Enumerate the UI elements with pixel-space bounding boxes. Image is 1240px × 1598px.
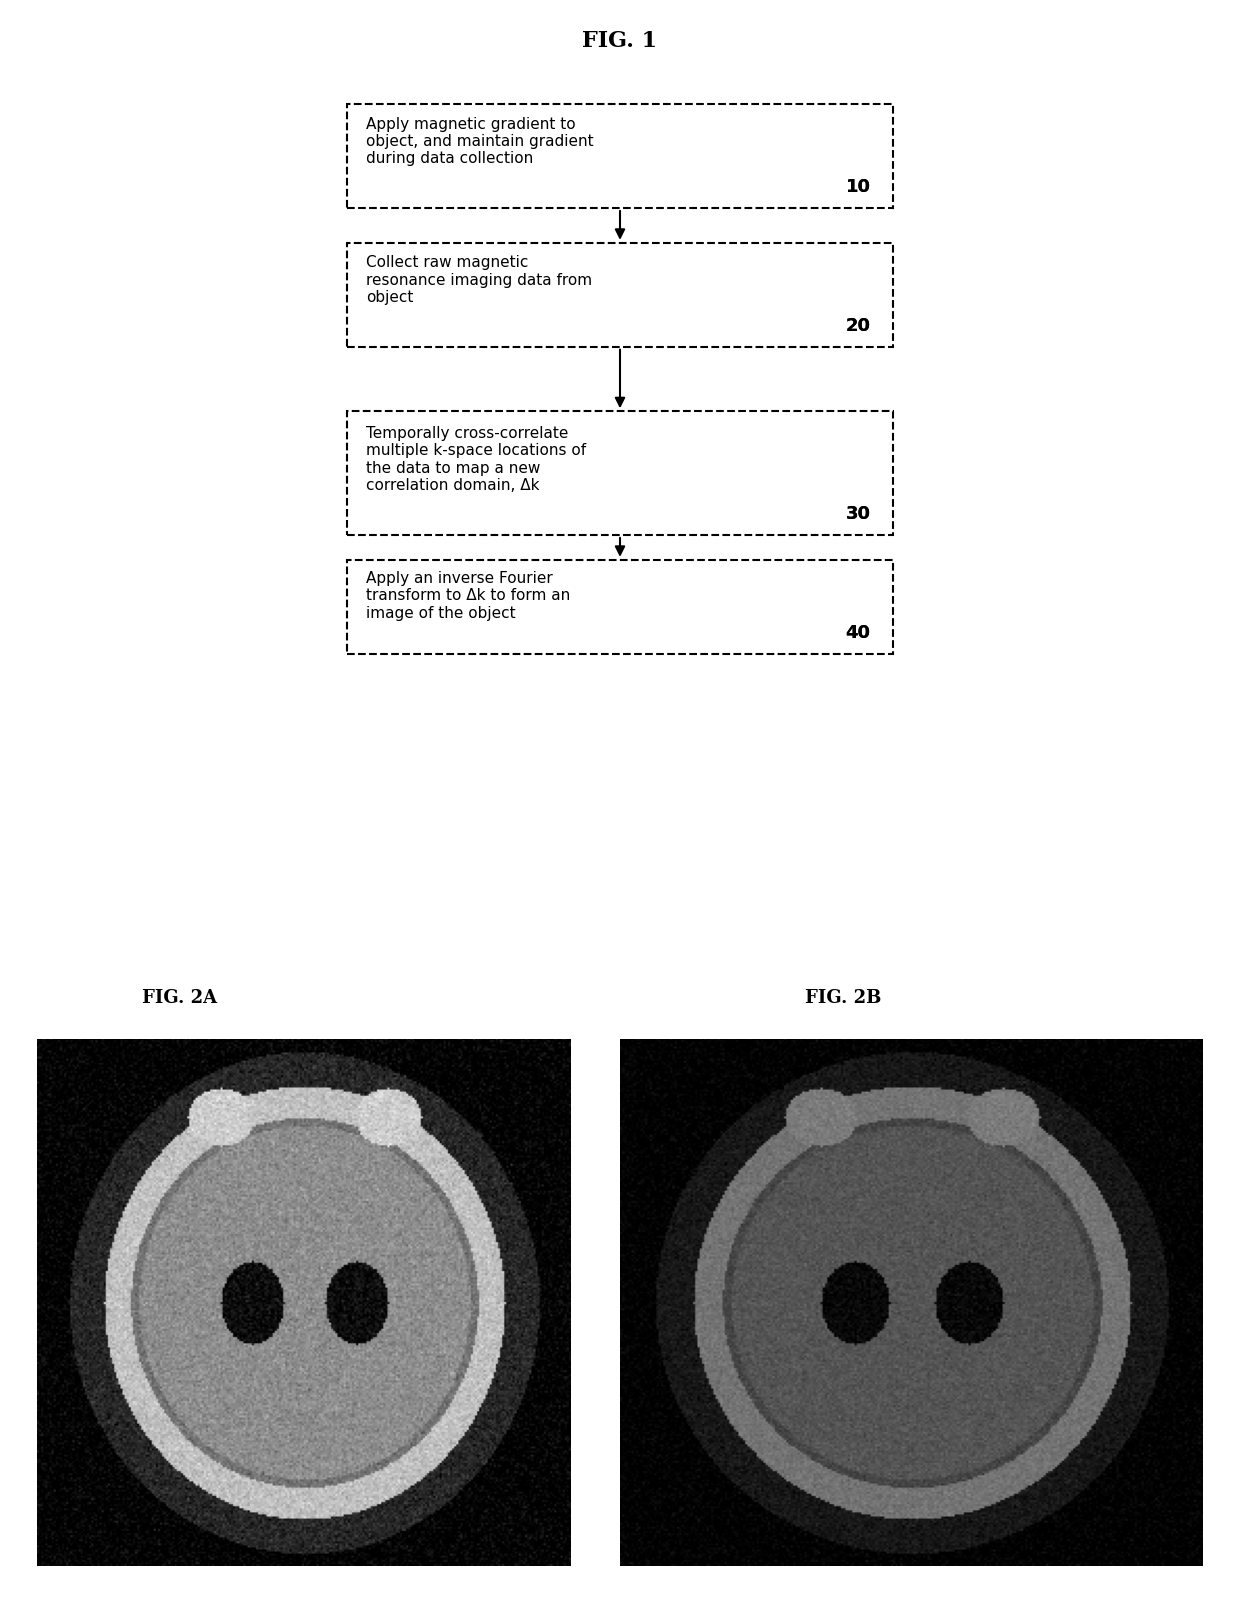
Text: Apply an inverse Fourier
transform to Δk to form an
image of the object: Apply an inverse Fourier transform to Δk… bbox=[366, 570, 570, 622]
Text: Collect raw magnetic
resonance imaging data from
object: Collect raw magnetic resonance imaging d… bbox=[366, 256, 591, 305]
Text: 30: 30 bbox=[846, 505, 870, 523]
FancyBboxPatch shape bbox=[347, 411, 893, 535]
Text: 10: 10 bbox=[846, 177, 870, 197]
Text: FIG. 2B: FIG. 2B bbox=[805, 989, 882, 1007]
Text: 40: 40 bbox=[846, 623, 870, 642]
Text: FIG. 1: FIG. 1 bbox=[583, 30, 657, 51]
Text: FIG. 2A: FIG. 2A bbox=[143, 989, 217, 1007]
FancyBboxPatch shape bbox=[347, 559, 893, 654]
Text: 20: 20 bbox=[846, 316, 870, 336]
Text: Apply magnetic gradient to
object, and maintain gradient
during data collection: Apply magnetic gradient to object, and m… bbox=[366, 117, 594, 166]
Text: 20: 20 bbox=[846, 316, 870, 336]
Text: 40: 40 bbox=[846, 623, 870, 642]
Text: 10: 10 bbox=[846, 177, 870, 197]
FancyBboxPatch shape bbox=[347, 104, 893, 208]
Text: Temporally cross-correlate
multiple k-space locations of
the data to map a new
c: Temporally cross-correlate multiple k-sp… bbox=[366, 427, 587, 494]
Text: 30: 30 bbox=[846, 505, 870, 523]
FancyBboxPatch shape bbox=[347, 243, 893, 347]
